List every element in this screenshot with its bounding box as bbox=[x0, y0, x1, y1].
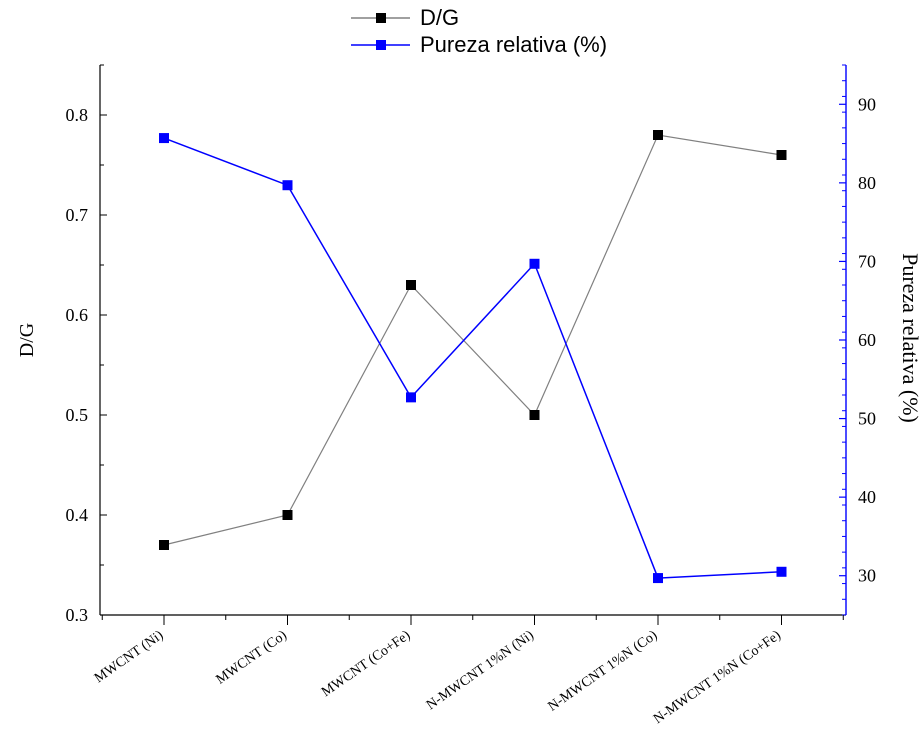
data-point-pureza-relativa bbox=[529, 258, 540, 269]
data-point-d-g bbox=[776, 150, 787, 160]
x-category-label: N-MWCNT 1%N (Co+Fe) bbox=[651, 628, 784, 727]
y-left-tick-label: 0.3 bbox=[66, 605, 89, 625]
y-left-tick-label: 0.5 bbox=[66, 405, 89, 425]
data-point-pureza-relativa bbox=[159, 133, 169, 144]
data-point-d-g bbox=[406, 280, 416, 290]
y-right-tick-label: 90 bbox=[858, 94, 876, 114]
data-point-d-g bbox=[653, 130, 663, 140]
data-point-pureza-relativa bbox=[282, 180, 293, 191]
y-left-tick-label: 0.6 bbox=[66, 305, 89, 325]
series-line-pureza-relativa bbox=[163, 137, 782, 579]
x-category-label: MWCNT (Co) bbox=[214, 628, 291, 688]
y-right-tick-label: 50 bbox=[858, 409, 876, 429]
data-point-pureza-relativa bbox=[776, 566, 787, 577]
axes: 0.3 0.4 0.5 0.6 0.7 0.8 30 40 50 60 70 80 90 MWCNT (N… bbox=[66, 64, 876, 727]
data-point-d-g bbox=[159, 540, 169, 550]
y-left-tick-label: 0.4 bbox=[66, 505, 89, 525]
legend-marker-d-g bbox=[376, 13, 386, 23]
data-point-d-g bbox=[282, 510, 293, 520]
y-axis-left-label: D/G bbox=[16, 323, 38, 357]
series-layer bbox=[159, 130, 787, 584]
x-category-label: N-MWCNT 1%N (Ni) bbox=[424, 628, 537, 713]
legend-marker-pureza-relativa bbox=[376, 40, 386, 50]
data-point-pureza-relativa bbox=[406, 392, 416, 403]
y-right-tick-label: 60 bbox=[858, 330, 876, 350]
y-right-tick-label: 30 bbox=[858, 566, 876, 586]
x-category-label: MWCNT (Co+Fe) bbox=[319, 628, 413, 700]
x-category-label: N-MWCNT 1%N (Co) bbox=[546, 628, 661, 715]
legend-label-pureza-relativa: Pureza relativa (%) bbox=[420, 32, 607, 57]
data-point-d-g bbox=[529, 410, 540, 420]
y-right-tick-label: 80 bbox=[858, 173, 876, 193]
x-category-label: MWCNT (Ni) bbox=[92, 628, 167, 687]
series-line-d-g bbox=[163, 134, 782, 546]
y-left-tick-label: 0.8 bbox=[66, 105, 89, 125]
data-point-pureza-relativa bbox=[653, 573, 663, 584]
y-axis-right-label: Pureza relativa (%) bbox=[898, 253, 922, 423]
legend-label-d-g: D/G bbox=[420, 5, 459, 30]
y-right-tick-label: 40 bbox=[858, 487, 876, 507]
y-right-tick-label: 70 bbox=[858, 251, 876, 271]
y-left-tick-label: 0.7 bbox=[66, 205, 89, 225]
